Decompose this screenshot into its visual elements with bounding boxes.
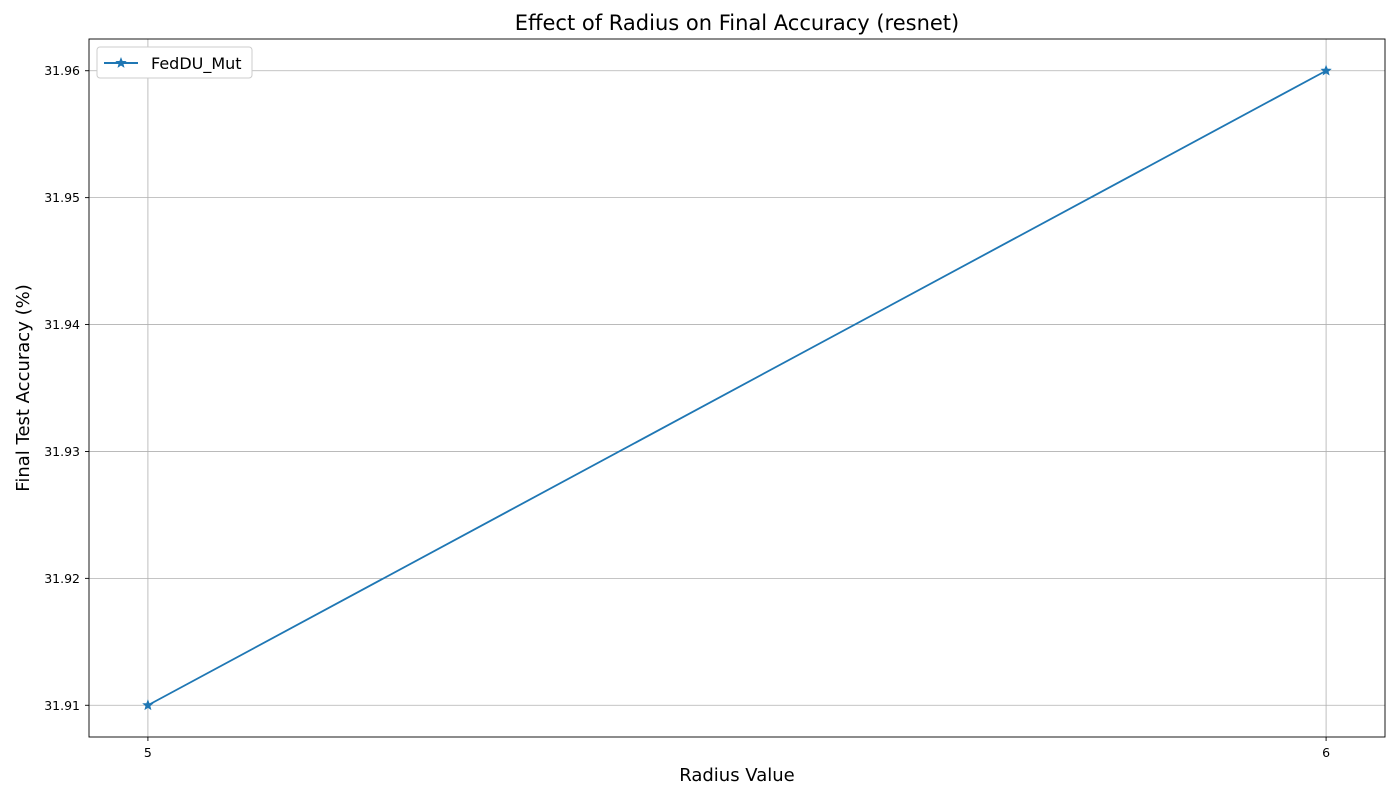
data-point-marker [142, 699, 154, 711]
x-tick-label: 5 [144, 745, 152, 760]
grid [89, 39, 1385, 737]
y-tick-label: 31.92 [44, 571, 80, 586]
plot-area-frame [88, 38, 1386, 738]
y-tick-label: 31.95 [44, 190, 80, 205]
legend-star-marker [115, 57, 127, 68]
y-tick-label: 31.93 [44, 444, 80, 459]
legend-box [96, 46, 253, 79]
data-point-marker [1320, 64, 1332, 76]
y-tick-label: 31.91 [44, 698, 80, 713]
series-line [147, 69, 1327, 707]
y-axis-label: Final Test Accuracy (%) [13, 284, 34, 491]
y-tick-label: 31.96 [44, 63, 80, 78]
legend: FedDU_Mut [96, 46, 253, 79]
x-tick-label: 6 [1322, 745, 1330, 760]
legend-series-label: FedDU_Mut [151, 54, 242, 74]
x-axis-label: Radius Value [679, 765, 795, 786]
y-tick-label: 31.94 [44, 317, 80, 332]
tick-layer: 5 6 31.91 31.92 31.93 31.94 31.95 31.96 [44, 63, 1330, 760]
series-layer [142, 64, 1332, 711]
chart-title: Effect of Radius on Final Accuracy (resn… [515, 11, 959, 35]
